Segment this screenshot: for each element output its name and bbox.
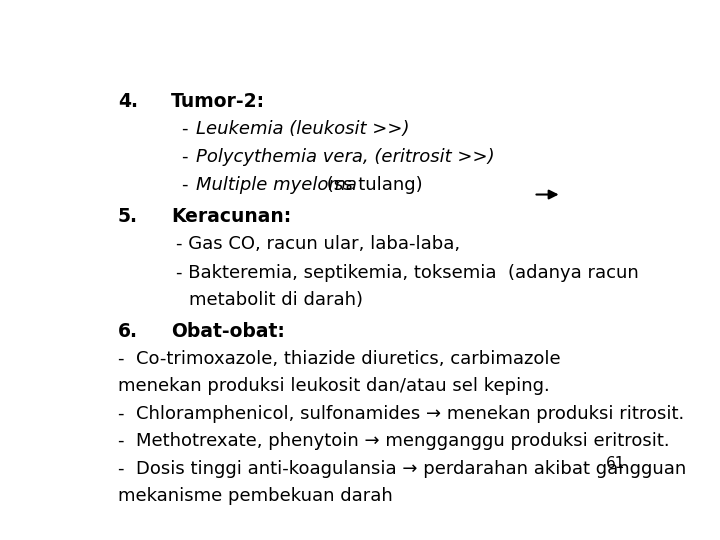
- Text: - Gas CO, racun ular, laba-laba,: - Gas CO, racun ular, laba-laba,: [176, 235, 461, 253]
- Text: -: -: [182, 176, 200, 194]
- Text: Tumor-2:: Tumor-2:: [171, 92, 265, 111]
- Text: (ss tulang): (ss tulang): [320, 176, 423, 194]
- Text: -  Chloramphenicol, sulfonamides → menekan produksi ritrosit.: - Chloramphenicol, sulfonamides → meneka…: [118, 405, 684, 423]
- Text: mekanisme pembekuan darah: mekanisme pembekuan darah: [118, 487, 392, 505]
- Text: -  Dosis tinggi anti-koagulansia → perdarahan akibat gangguan: - Dosis tinggi anti-koagulansia → perdar…: [118, 460, 686, 478]
- Text: -  Methotrexate, phenytoin → mengganggu produksi eritrosit.: - Methotrexate, phenytoin → mengganggu p…: [118, 433, 670, 450]
- Text: - Bakteremia, septikemia, toksemia  (adanya racun: - Bakteremia, septikemia, toksemia (adan…: [176, 264, 639, 281]
- Text: Obat-obat:: Obat-obat:: [171, 322, 285, 341]
- Text: metabolit di darah): metabolit di darah): [189, 291, 364, 309]
- Text: 4.: 4.: [118, 92, 138, 111]
- Text: Keracunan:: Keracunan:: [171, 207, 291, 226]
- Text: Polycythemia vera, (eritrosit >>): Polycythemia vera, (eritrosit >>): [196, 148, 495, 166]
- Text: menekan produksi leukosit dan/atau sel keping.: menekan produksi leukosit dan/atau sel k…: [118, 377, 549, 395]
- Text: Multiple myeloma: Multiple myeloma: [196, 176, 357, 194]
- Text: 6.: 6.: [118, 322, 138, 341]
- Text: -: -: [182, 120, 200, 138]
- Text: 5.: 5.: [118, 207, 138, 226]
- Text: 61: 61: [606, 456, 626, 471]
- Text: -: -: [182, 148, 200, 166]
- Text: -  Co-trimoxazole, thiazide diuretics, carbimazole: - Co-trimoxazole, thiazide diuretics, ca…: [118, 350, 561, 368]
- Text: Leukemia (leukosit >>): Leukemia (leukosit >>): [196, 120, 410, 138]
